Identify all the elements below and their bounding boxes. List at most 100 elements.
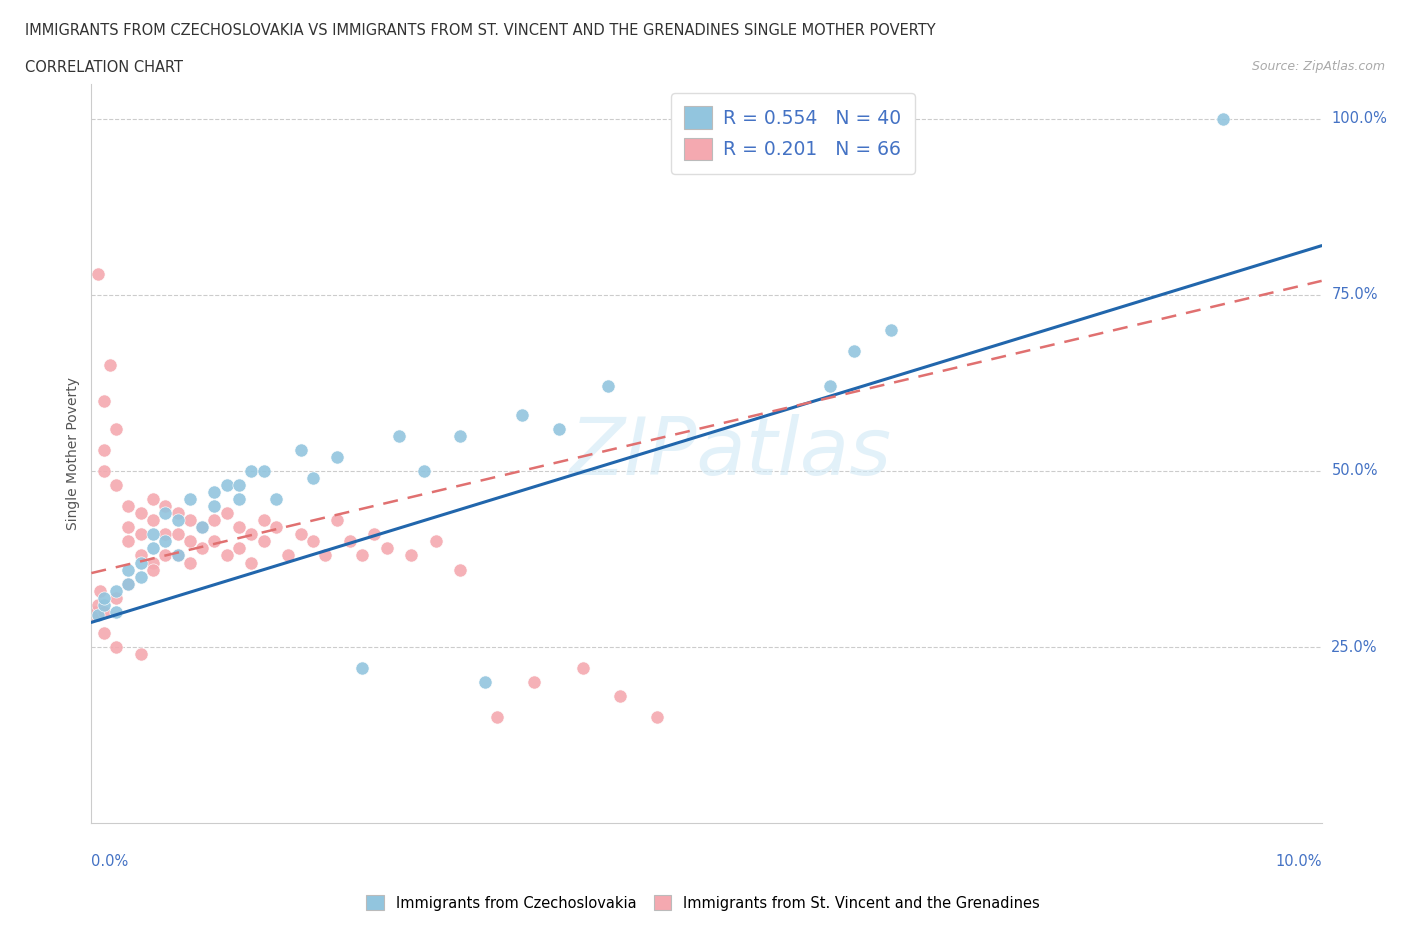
Point [202,512,225,527]
Point [645,710,668,724]
Point [277,548,299,563]
Point [363,527,385,542]
Point [818,379,841,394]
Point [202,485,225,499]
Text: 10.0%: 10.0% [1275,854,1322,869]
Point [290,443,312,458]
Y-axis label: Single Mother Poverty: Single Mother Poverty [66,377,80,530]
Point [290,527,312,542]
Text: 100.0%: 100.0% [1331,112,1388,126]
Text: IMMIGRANTS FROM CZECHOSLOVAKIA VS IMMIGRANTS FROM ST. VINCENT AND THE GRENADINES: IMMIGRANTS FROM CZECHOSLOVAKIA VS IMMIGR… [25,23,936,38]
Point [179,534,201,549]
Point [523,675,546,690]
Point [105,478,127,493]
Point [129,548,152,563]
Point [166,548,188,563]
Point [117,577,139,591]
Point [117,534,139,549]
Point [105,583,127,598]
Point [93,604,115,619]
Point [215,478,238,493]
Point [326,512,349,527]
Point [142,527,165,542]
Point [202,534,225,549]
Point [314,548,336,563]
Text: 0.0%: 0.0% [91,854,128,869]
Point [166,527,188,542]
Point [142,541,165,556]
Point [399,548,422,563]
Point [117,520,139,535]
Point [228,478,250,493]
Point [105,640,127,655]
Text: CORRELATION CHART: CORRELATION CHART [25,60,183,75]
Point [215,506,238,521]
Point [142,562,165,577]
Point [191,520,214,535]
Text: Source: ZipAtlas.com: Source: ZipAtlas.com [1251,60,1385,73]
Point [105,421,127,436]
Point [105,604,127,619]
Point [596,379,619,394]
Point [93,443,115,458]
Point [93,626,115,641]
Point [375,541,398,556]
Point [412,463,434,478]
Point [191,520,214,535]
Point [572,660,595,675]
Point [215,548,238,563]
Point [228,541,250,556]
Point [129,555,152,570]
Point [84,604,107,619]
Point [153,548,177,563]
Point [228,520,250,535]
Point [179,492,201,507]
Point [253,534,276,549]
Point [86,266,108,281]
Point [880,323,903,338]
Point [117,498,139,513]
Point [240,527,263,542]
Point [166,548,188,563]
Point [191,541,214,556]
Point [240,555,263,570]
Point [474,675,496,690]
Text: 25.0%: 25.0% [1331,640,1378,655]
Point [1212,112,1234,126]
Point [142,555,165,570]
Point [179,512,201,527]
Point [129,569,152,584]
Point [339,534,361,549]
Point [93,393,115,408]
Text: 75.0%: 75.0% [1331,287,1378,302]
Point [166,506,188,521]
Point [129,506,152,521]
Point [166,512,188,527]
Point [117,562,139,577]
Point [129,527,152,542]
Point [264,492,287,507]
Point [326,449,349,464]
Point [301,471,323,485]
Point [89,583,111,598]
Point [449,429,471,444]
Point [228,492,250,507]
Point [153,534,177,549]
Point [153,527,177,542]
Point [86,608,108,623]
Point [264,520,287,535]
Point [93,597,115,612]
Point [142,512,165,527]
Point [486,710,509,724]
Text: ZIPatlas: ZIPatlas [569,415,893,492]
Point [842,344,865,359]
Legend: Immigrants from Czechoslovakia, Immigrants from St. Vincent and the Grenadines: Immigrants from Czechoslovakia, Immigran… [359,888,1047,918]
Point [510,407,533,422]
Point [350,660,373,675]
Point [449,562,471,577]
Point [93,463,115,478]
Point [98,358,121,373]
Point [609,689,631,704]
Point [202,498,225,513]
Point [388,429,411,444]
